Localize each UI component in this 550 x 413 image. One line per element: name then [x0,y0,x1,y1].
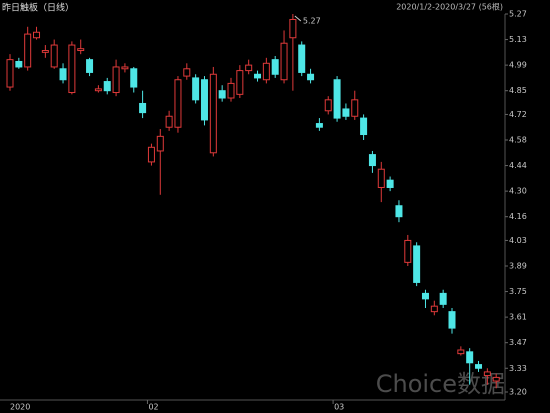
y-tick-label: 4.16 [509,212,527,221]
candle-body [112,66,120,94]
y-tick-label: 5.27 [509,10,527,19]
candle-body [368,154,376,167]
candle-body [33,31,41,39]
candle-body [236,70,244,95]
watermark: Choice数据 [376,370,505,398]
candle-body [50,44,58,68]
candle-body [183,68,191,77]
y-tick-label: 3.20 [509,388,527,397]
candle-body [280,42,288,81]
x-tick-label: 03 [334,403,344,412]
candle-body [227,82,235,99]
max-arrow [294,15,302,22]
candle-body [77,48,85,52]
candle-body [24,33,32,68]
y-tick-label: 3.61 [509,313,527,322]
chart-title: 昨日触板（日线） [2,2,74,14]
candle-body [421,292,429,300]
candle-body [254,73,262,79]
candle-body [271,59,279,75]
candle-body [15,60,23,68]
candle-body [430,305,438,313]
candle-body [245,64,253,72]
max-label: 5.27 [303,17,321,26]
candle-body [59,68,67,81]
candle-body [342,108,350,117]
candle-body [324,99,332,112]
candle-body [307,73,315,81]
y-tick-label: 3.47 [509,338,527,347]
candle-body [192,77,200,101]
candle-body [68,44,76,94]
candle-body [395,205,403,218]
candle-body [156,135,164,152]
candle-body [315,123,323,128]
y-tick-label: 5.13 [509,35,527,44]
y-tick-label: 4.30 [509,187,527,196]
y-tick-label: 3.33 [509,364,527,373]
candle-body [174,79,182,128]
candle-body [404,239,412,263]
y-tick-label: 4.99 [509,61,527,70]
y-tick-label: 3.75 [509,287,527,296]
candle-body [147,146,155,163]
candle-body [6,59,14,88]
candle-body [351,99,359,117]
chart-subtitle: 2020/1/2-2020/3/27 (56根) [396,2,503,12]
candle-body [262,62,270,81]
candle-body [121,66,129,70]
candle-body [209,73,217,154]
candle-body [466,351,474,364]
y-tick-label: 4.58 [509,136,527,145]
candle-body [439,292,447,305]
y-tick-label: 3.89 [509,262,527,271]
candle-body [289,18,297,39]
candle-body [218,90,226,99]
candle-body [94,88,102,92]
x-tick-label: 02 [148,403,158,412]
y-tick-label: 4.44 [509,161,527,170]
candle-body [200,79,208,121]
y-tick-label: 4.85 [509,86,527,95]
candle-body [386,179,394,188]
candle-body [103,81,111,92]
candle-body [492,376,500,382]
candle-body [413,245,421,283]
candle-body [457,349,465,355]
candle-body [360,117,368,136]
candle-body [86,59,94,73]
candle-body [483,371,491,377]
x-tick-label: 2020 [10,403,30,412]
y-tick-label: 4.03 [509,236,527,245]
candle-body [448,311,456,329]
y-tick-label: 4.72 [509,110,527,119]
candle-body [130,68,138,88]
candle-body [475,364,483,369]
candle-body [139,102,147,114]
candle-body [165,115,173,128]
candle-body [298,44,306,73]
candle-body [41,50,49,53]
candle-body [377,168,385,188]
candle-body [333,79,341,119]
